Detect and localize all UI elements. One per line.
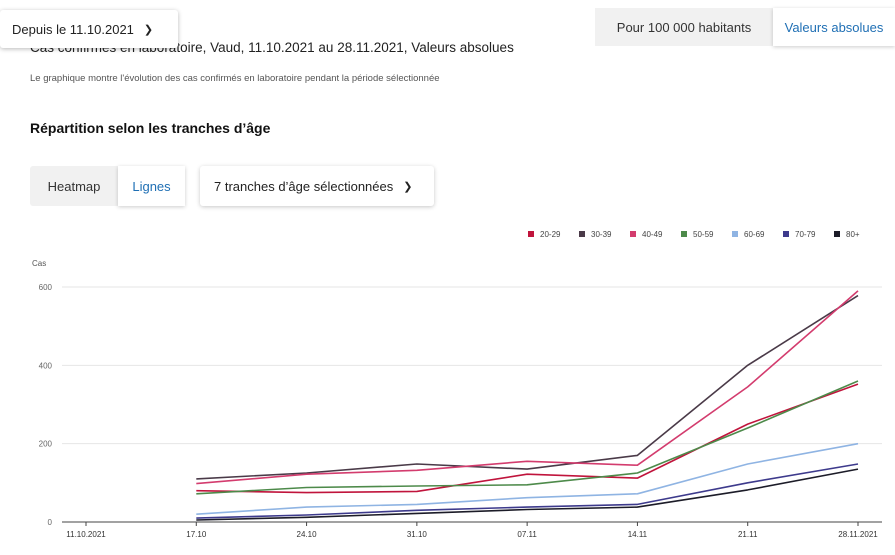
x-tick-label: 07.11 [517, 530, 537, 539]
series-line-70-79 [196, 463, 859, 519]
y-tick-label: 400 [39, 361, 53, 370]
y-tick-label: 200 [39, 440, 53, 449]
legend-label: 30-39 [591, 230, 612, 239]
legend-label: 80+ [846, 230, 860, 239]
absolute-values-button[interactable]: Valeurs absolues [773, 8, 895, 46]
legend-item[interactable]: 80+ [834, 230, 860, 239]
chart-series [196, 290, 859, 521]
y-axis-label: Cas [32, 259, 46, 268]
series-line-20-29 [196, 383, 859, 494]
series-line-30-39 [196, 294, 859, 480]
chart-description: Le graphique montre l'évolution des cas … [30, 73, 440, 84]
legend-item[interactable]: 30-39 [579, 230, 612, 239]
legend-swatch [732, 231, 738, 237]
value-mode-toggle: Pour 100 000 habitants Valeurs absolues [595, 8, 895, 46]
x-tick-label: 24.10 [297, 530, 318, 539]
legend-swatch [834, 231, 840, 237]
legend-label: 40-49 [642, 230, 663, 239]
legend-item[interactable]: 40-49 [630, 230, 663, 239]
chart-legend[interactable]: 20-29 30-39 40-49 50-59 60-69 70-79 80+ [528, 230, 860, 239]
legend-label: 50-59 [693, 230, 714, 239]
legend-swatch [579, 231, 585, 237]
date-filter-dropdown[interactable]: Depuis le 11.10.2021 ❯ [0, 10, 178, 48]
age-group-dropdown[interactable]: 7 tranches d’âge sélectionnées ❯ [200, 166, 434, 206]
legend-item[interactable]: 60-69 [732, 230, 765, 239]
legend-swatch [528, 231, 534, 237]
series-line-50-59 [196, 380, 859, 495]
x-tick-label: 14.11 [628, 530, 648, 539]
x-tick-label: 17.10 [186, 530, 207, 539]
series-line-40-49 [196, 290, 859, 485]
age-group-dropdown-label: 7 tranches d’âge sélectionnées [214, 178, 394, 194]
legend-label: 60-69 [744, 230, 765, 239]
legend-label: 20-29 [540, 230, 561, 239]
series-line-60-69 [196, 442, 859, 515]
legend-swatch [681, 231, 687, 237]
view-toggle: Heatmap Lignes [30, 166, 185, 206]
x-tick-label: 31.10 [407, 530, 428, 539]
heatmap-tab[interactable]: Heatmap [47, 178, 101, 194]
per-100k-button[interactable]: Pour 100 000 habitants [595, 8, 773, 46]
lines-tab[interactable]: Lignes [118, 166, 185, 206]
chevron-down-icon: ❯ [143, 23, 154, 36]
legend-item[interactable]: 20-29 [528, 230, 561, 239]
legend-swatch [783, 231, 789, 237]
series-line-80+ [196, 468, 859, 521]
chart-gridlines [62, 286, 882, 445]
section-heading: Répartition selon les tranches d’âge [30, 120, 271, 136]
date-filter-label: Depuis le 11.10.2021 [12, 21, 134, 37]
x-tick-label: 21.11 [738, 530, 758, 539]
x-tick-label: 28.11.2021 [838, 530, 878, 539]
x-tick-label: 11.10.2021 [66, 530, 106, 539]
legend-item[interactable]: 70-79 [783, 230, 816, 239]
chart-axes: Cas 0 200 400 600 11.10.2021 17.10 24.10 31.10 07… [32, 259, 882, 539]
y-tick-label: 600 [39, 283, 53, 292]
legend-item[interactable]: 50-59 [681, 230, 714, 239]
chevron-down-icon: ❯ [403, 180, 413, 193]
legend-swatch [630, 231, 636, 237]
legend-label: 70-79 [795, 230, 816, 239]
y-tick-label: 0 [48, 518, 53, 527]
